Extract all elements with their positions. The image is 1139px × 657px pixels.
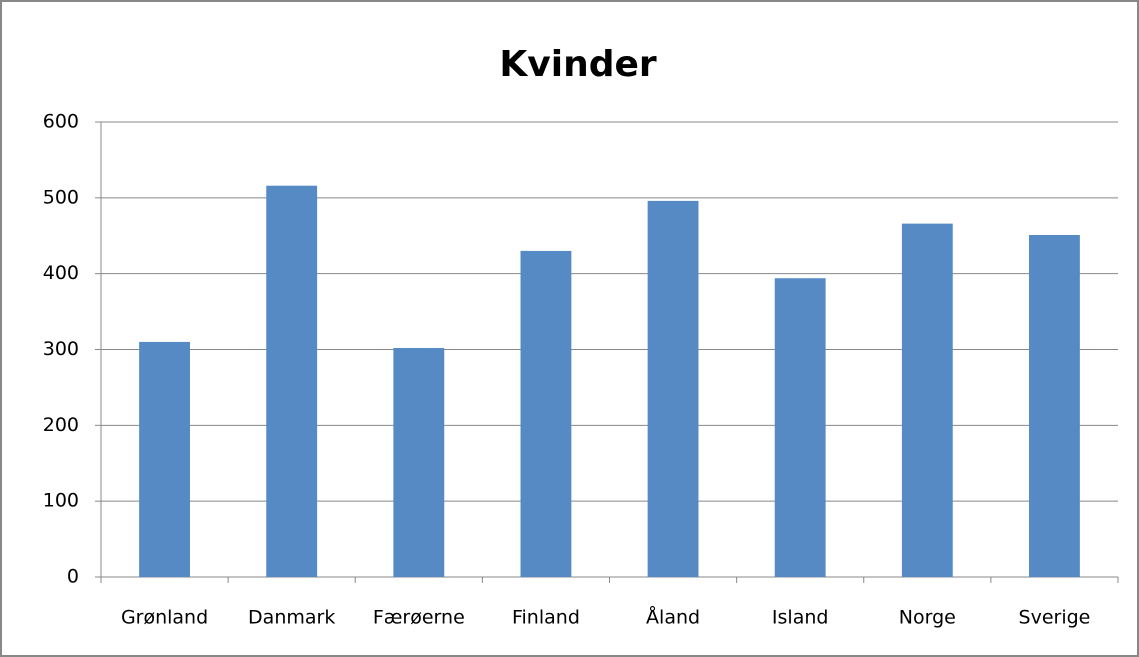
y-tick-label: 400 [43,262,79,284]
chart-title: Kvinder [499,44,657,85]
y-tick-label: 0 [67,566,79,588]
bar [901,223,953,577]
bar [393,347,445,577]
bar [774,278,826,577]
x-tick-label: Grønland [121,607,208,629]
x-tick-label: Sverige [1019,607,1091,629]
x-tick-label: Åland [646,606,700,629]
x-tick-label: Færøerne [373,607,465,629]
bar [520,250,572,577]
bar [139,341,190,577]
x-tick-label: Danmark [248,607,335,629]
y-tick-label: 200 [43,414,79,436]
y-tick-label: 500 [43,186,79,208]
y-tick-label: 600 [43,111,79,133]
x-tick-label: Norge [899,607,956,629]
bar [1029,234,1080,577]
bar [266,185,318,577]
x-tick-label: Island [772,607,829,629]
bar [647,200,699,577]
x-tick-label: Finland [512,607,580,629]
y-tick-label: 100 [43,490,79,512]
y-tick-label: 300 [43,338,79,360]
